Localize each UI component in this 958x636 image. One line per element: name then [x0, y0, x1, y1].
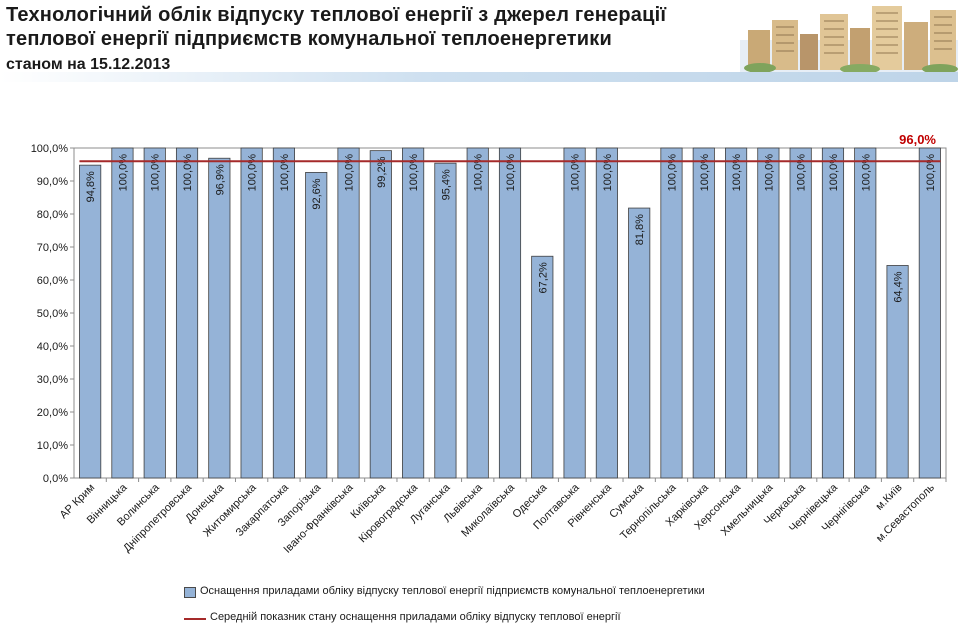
bar — [79, 164, 102, 479]
legend-bar-label: Оснащення приладами обліку відпуску тепл… — [200, 585, 705, 597]
data-label: 100,0% — [279, 154, 291, 192]
bar — [111, 147, 134, 479]
data-label: 100,0% — [796, 154, 808, 192]
legend-line-label: Середній показник стану оснащення прилад… — [210, 611, 621, 623]
bar — [789, 147, 812, 479]
bar — [563, 147, 586, 479]
bar — [531, 255, 554, 479]
bar — [466, 147, 489, 479]
bar — [886, 265, 909, 479]
title-line-2: теплової енергії підприємств комунальної… — [6, 28, 612, 50]
bar — [821, 147, 845, 479]
data-label: 94,8% — [85, 171, 97, 202]
slide-header: Технологічний облік відпуску теплової ен… — [0, 0, 958, 82]
subtitle-date: станом на 15.12.2013 — [6, 56, 171, 73]
data-label: 100,0% — [182, 154, 194, 192]
bar-chart: 0,0% 10,0% 20,0% 30,0% 40,0% 50,0% 60,0% 70,0% 8… — [31, 132, 947, 556]
data-label: 100,0% — [570, 154, 582, 192]
y-tick-label: 30,0% — [37, 374, 68, 386]
data-label: 100,0% — [860, 154, 872, 192]
bar — [854, 147, 877, 479]
bar — [208, 157, 231, 479]
data-label: 99,2% — [376, 156, 388, 187]
bar — [337, 147, 360, 479]
legend-line-swatch — [184, 618, 206, 620]
bar — [725, 147, 748, 479]
data-label: 81,8% — [634, 214, 646, 245]
city-buildings-illustration — [740, 6, 958, 72]
y-tick-label: 80,0% — [37, 209, 68, 221]
bar — [175, 147, 199, 479]
chart-legend: Оснащення приладами обліку відпуску тепл… — [184, 585, 904, 635]
y-tick-label: 90,0% — [37, 176, 68, 188]
bar — [918, 147, 941, 479]
bar — [272, 147, 295, 479]
data-label: 100,0% — [699, 154, 711, 192]
x-category-label: м.Київ — [874, 482, 905, 513]
data-label: 67,2% — [537, 262, 549, 293]
title-line-1: Технологічний облік відпуску теплової ен… — [6, 4, 667, 26]
data-label: 100,0% — [473, 154, 485, 192]
data-label: 100,0% — [925, 154, 937, 192]
data-label: 100,0% — [763, 154, 775, 192]
y-tick-label: 100,0% — [31, 143, 69, 155]
x-category-label: Тернопільська — [618, 481, 679, 542]
legend-bar-swatch — [184, 587, 196, 598]
bar — [498, 147, 522, 479]
data-label: 100,0% — [247, 154, 259, 192]
data-label: 100,0% — [505, 154, 517, 192]
data-label: 100,0% — [828, 154, 840, 192]
data-label: 100,0% — [150, 154, 162, 192]
bar — [143, 147, 166, 479]
data-label: 96,9% — [214, 164, 226, 195]
data-label: 100,0% — [408, 154, 420, 192]
bar — [402, 147, 425, 479]
y-tick-label: 70,0% — [37, 242, 68, 254]
data-label: 100,0% — [117, 154, 129, 192]
bar — [628, 207, 651, 479]
header-band — [0, 72, 958, 82]
bar — [660, 147, 683, 479]
data-label: 100,0% — [602, 154, 614, 192]
bar — [434, 162, 457, 479]
y-tick-label: 0,0% — [43, 473, 68, 485]
bar — [240, 147, 263, 479]
bar — [692, 147, 715, 479]
data-label: 95,4% — [440, 169, 452, 200]
data-label: 100,0% — [731, 154, 743, 192]
bar — [595, 147, 618, 479]
x-category-label: м.Севастополь — [874, 481, 937, 544]
data-label: 92,6% — [311, 178, 323, 209]
bar — [757, 147, 780, 479]
y-tick-label: 10,0% — [37, 440, 68, 452]
data-label: 100,0% — [344, 154, 356, 192]
y-tick-label: 40,0% — [37, 341, 68, 353]
data-label: 100,0% — [666, 154, 678, 192]
y-tick-label: 50,0% — [37, 308, 68, 320]
average-value-label: 96,0% — [899, 132, 936, 147]
y-tick-label: 60,0% — [37, 275, 68, 287]
bar — [305, 172, 328, 479]
data-label: 64,4% — [893, 271, 905, 302]
y-tick-label: 20,0% — [37, 407, 68, 419]
bar — [369, 150, 392, 479]
